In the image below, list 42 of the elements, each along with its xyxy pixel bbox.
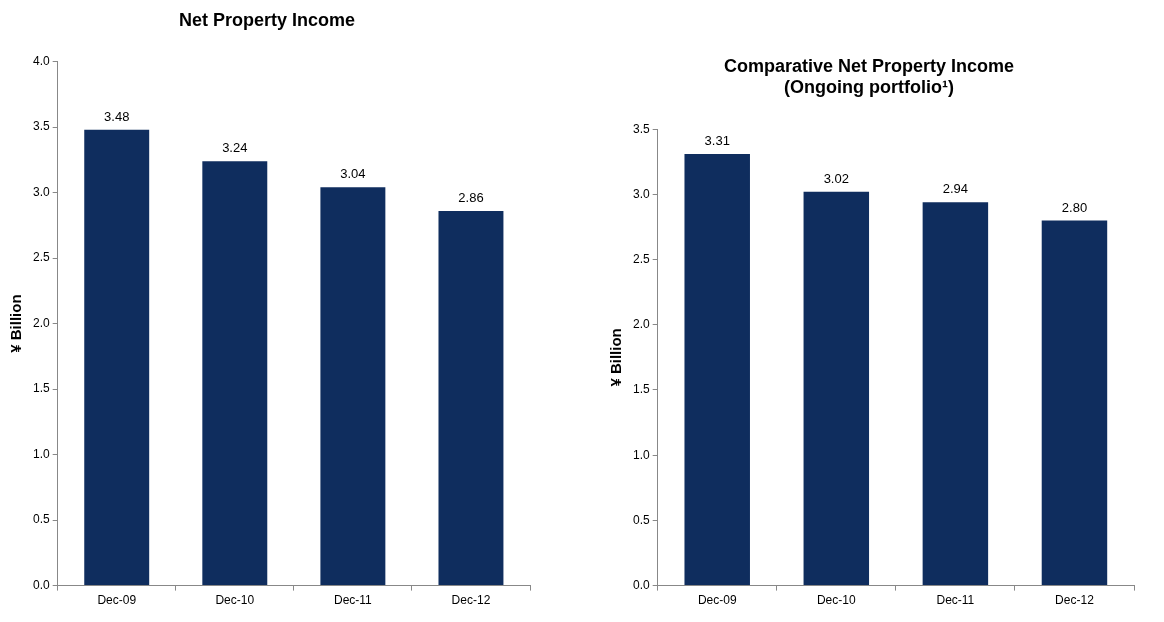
y-tick-label: 2.0 — [32, 315, 50, 330]
x-tick-label: Dec-12 — [451, 593, 491, 608]
chart-subtitle: (Ongoing portfolio¹) — [784, 77, 954, 98]
data-label: 3.02 — [823, 170, 849, 186]
x-tick-label: Dec-10 — [215, 593, 255, 608]
y-tick-label: 0.0 — [632, 577, 650, 592]
data-label: 2.94 — [942, 181, 969, 197]
bar — [84, 129, 150, 586]
data-label: 2.86 — [458, 190, 484, 206]
x-tick-label: Dec-11 — [333, 593, 373, 608]
data-label: 3.48 — [104, 108, 130, 124]
y-tick-label: 0.0 — [32, 577, 50, 592]
x-tick-label: Dec-09 — [697, 593, 737, 608]
bar — [438, 210, 504, 586]
x-tick-label: Dec-12 — [1055, 593, 1095, 608]
y-tick-label: 1.5 — [632, 382, 650, 397]
x-tick-label: Dec-10 — [816, 593, 856, 608]
y-tick-label: 0.5 — [32, 512, 50, 527]
x-tick-label: Dec-11 — [936, 593, 975, 608]
data-label: 3.24 — [222, 140, 248, 156]
y-tick-label: 3.0 — [32, 184, 50, 199]
bar — [320, 187, 386, 586]
y-tick-label: 1.0 — [632, 447, 650, 462]
y-tick-label: 4.0 — [32, 53, 50, 68]
y-tick-label: 1.5 — [32, 381, 50, 396]
data-label: 2.80 — [1061, 199, 1088, 215]
data-label: 3.31 — [704, 133, 730, 149]
x-tick-label: Dec-09 — [97, 593, 137, 608]
y-tick-label: 3.5 — [32, 119, 50, 134]
y-axis-title: ¥ Billion — [607, 328, 625, 387]
y-tick-label: 0.5 — [632, 512, 650, 527]
y-tick-label: 2.0 — [632, 317, 650, 332]
data-label: 3.04 — [340, 166, 366, 182]
chart-title: Net Property Income — [178, 9, 356, 30]
y-tick-label: 3.0 — [632, 186, 650, 201]
chart-title: Comparative Net Property Income — [723, 55, 1015, 76]
y-axis-title: ¥ Billion — [7, 294, 25, 353]
y-tick-label: 2.5 — [32, 250, 50, 265]
y-tick-label: 2.5 — [632, 251, 650, 266]
y-tick-label: 1.0 — [32, 446, 50, 461]
bar — [202, 161, 268, 586]
y-tick-label: 3.5 — [632, 121, 650, 136]
